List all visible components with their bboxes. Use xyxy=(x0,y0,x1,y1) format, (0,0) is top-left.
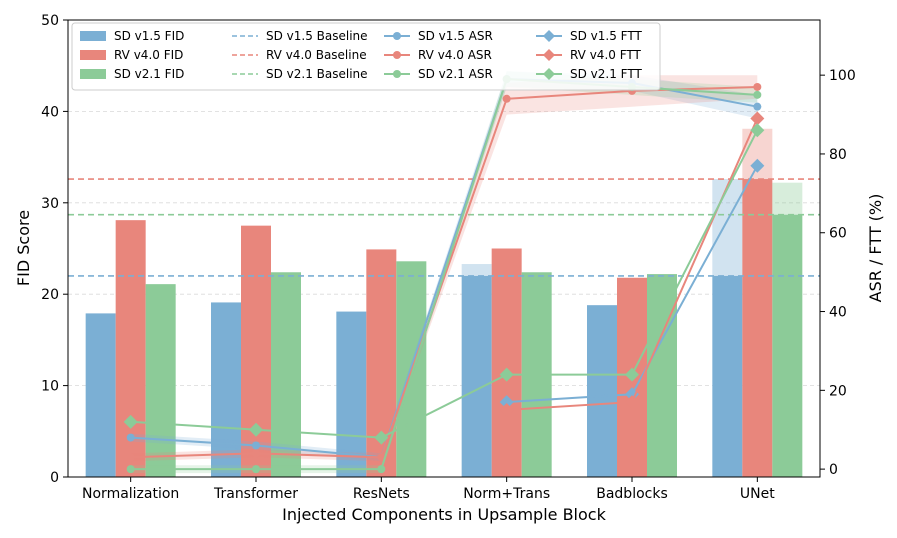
y-tick-label: 10 xyxy=(41,379,59,395)
legend-swatch-circle xyxy=(393,70,401,78)
ftt-point xyxy=(750,123,765,138)
legend-label: SD v2.1 Baseline xyxy=(266,67,368,81)
legend-swatch-bar xyxy=(80,50,106,60)
legend-label: SD v2.1 ASR xyxy=(418,67,493,81)
legend-swatch-diamond xyxy=(543,68,555,80)
ftt-point xyxy=(123,414,138,429)
fid-bar xyxy=(491,248,522,477)
legend-swatch-circle xyxy=(393,32,401,40)
legend: SD v1.5 FID RV v4.0 FID SD v2.1 FID SD v1.5… xyxy=(71,22,661,91)
legend-label: SD v1.5 Baseline xyxy=(266,29,368,43)
asr-point xyxy=(252,465,260,474)
y2-tick-label: 0 xyxy=(829,462,838,478)
legend-swatch-diamond xyxy=(543,30,555,42)
legend-label: RV v4.0 ASR xyxy=(418,48,492,62)
axes: 0 10 20 30 40 50 0 20 40 60 80 100 Normalization Tran… xyxy=(41,13,856,502)
ftt-point xyxy=(625,387,639,402)
legend-label: RV v4.0 Baseline xyxy=(266,48,367,62)
fid-bar xyxy=(587,305,617,477)
asr-point xyxy=(377,453,386,462)
fid-range xyxy=(772,182,803,215)
asr-point xyxy=(252,441,260,450)
y-tick-label: 0 xyxy=(50,470,59,486)
fid-bar xyxy=(145,284,176,477)
ftt-point xyxy=(499,367,514,382)
asr-point xyxy=(126,465,135,474)
legend-label: SD v2.1 FID xyxy=(114,67,184,81)
fid-bar xyxy=(336,311,367,477)
asr-point xyxy=(502,94,511,103)
asr-point xyxy=(753,82,762,91)
legend-label: SD v1.5 ASR xyxy=(418,29,493,43)
legend-box xyxy=(71,22,661,91)
fid-bar xyxy=(211,302,241,477)
legend-swatch-diamond xyxy=(543,49,555,61)
x-tick-label: Transformer xyxy=(213,486,298,502)
fid-bar xyxy=(647,274,677,477)
y2-tick-label: 60 xyxy=(829,226,847,242)
baseline-lines xyxy=(68,178,820,277)
y-axis-title: FID Score xyxy=(14,210,33,286)
fid-bar xyxy=(241,225,271,477)
x-tick-label: Normalization xyxy=(82,486,179,502)
ftt-point xyxy=(499,395,514,410)
fid-bar xyxy=(271,272,301,477)
fid-bar xyxy=(85,313,116,477)
asr-point xyxy=(753,90,762,99)
ftt-point xyxy=(750,111,765,126)
legend-label: SD v2.1 FTT xyxy=(570,67,642,81)
y-tick-label: 50 xyxy=(41,13,59,29)
x-tick-label: Badblocks xyxy=(596,486,668,502)
asr-point xyxy=(126,433,135,442)
x-axis-title: Injected Components in Upsample Block xyxy=(282,505,606,524)
legend-label: RV v4.0 FID xyxy=(114,48,183,62)
fid-bar xyxy=(461,275,492,477)
y-tick-label: 40 xyxy=(41,104,59,120)
fid-range xyxy=(461,264,492,276)
fid-bar xyxy=(772,214,803,477)
fid-bar xyxy=(742,179,773,477)
fid-range xyxy=(712,179,743,276)
y2-tick-label: 20 xyxy=(829,383,847,399)
ftt-point xyxy=(750,158,765,173)
legend-label: SD v1.5 FTT xyxy=(570,29,642,43)
y2-axis-title: ASR / FTT (%) xyxy=(866,194,885,303)
legend-label: RV v4.0 FTT xyxy=(570,48,642,62)
legend-swatch-circle xyxy=(393,51,401,59)
asr-point xyxy=(753,102,762,111)
y2-tick-label: 100 xyxy=(829,68,856,84)
legend-swatch-bar xyxy=(80,69,106,79)
legend-label: SD v1.5 FID xyxy=(114,29,184,43)
asr-point xyxy=(377,465,386,474)
y2-tick-label: 80 xyxy=(829,147,847,163)
ftt-point xyxy=(249,422,263,437)
ftt-point xyxy=(374,430,389,445)
ftt-point xyxy=(625,367,639,382)
y2-tick-label: 40 xyxy=(829,305,847,321)
ftt-line xyxy=(130,129,759,439)
y-tick-label: 30 xyxy=(41,196,59,212)
fid-bar xyxy=(712,275,743,477)
ftt-point xyxy=(625,395,639,410)
asr-point xyxy=(252,449,260,458)
ftt-point xyxy=(499,403,514,418)
x-tick-label: ResNets xyxy=(353,486,410,502)
x-tick-label: Norm+Trans xyxy=(463,486,550,502)
legend-swatch-bar xyxy=(80,31,106,41)
plot-frame xyxy=(67,19,821,478)
asr-point xyxy=(126,453,135,462)
x-tick-label: UNet xyxy=(740,486,775,502)
y-tick-label: 20 xyxy=(41,287,59,303)
